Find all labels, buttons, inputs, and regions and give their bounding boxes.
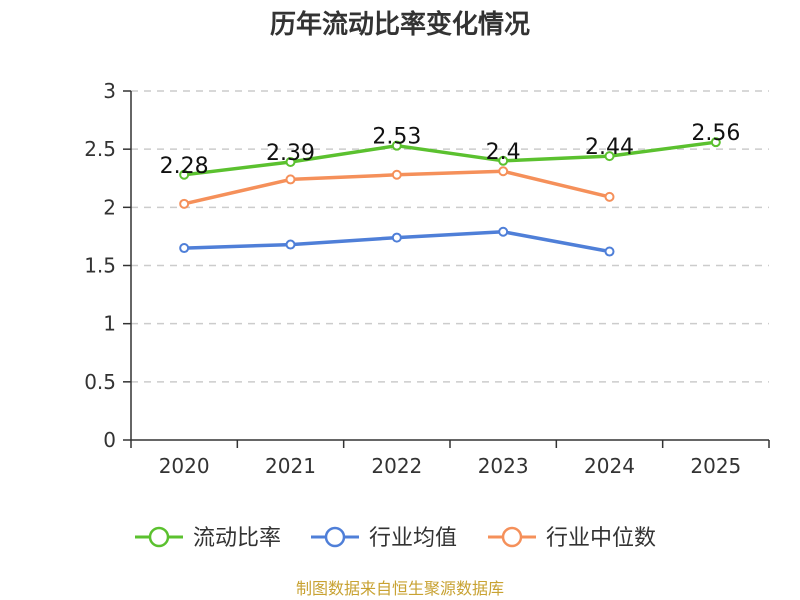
legend-swatch-marker [148,526,170,548]
legend-item-2[interactable]: 行业均值 [311,526,457,551]
data-point [179,198,190,209]
y-tick-label: 1.5 [84,254,116,278]
data-label: 2.53 [372,125,421,150]
y-tick-label: 0 [103,428,116,452]
data-point [391,169,402,180]
data-point [604,191,615,202]
legend-item-3[interactable]: 行业中位数 [488,526,656,551]
legend-swatch-marker [324,526,346,548]
data-point [285,239,296,250]
data-point [285,156,296,167]
x-tick-label: 2024 [584,454,635,478]
y-tick-label: 2.5 [84,137,116,161]
x-tick-label: 2023 [478,454,529,478]
legend-item-1[interactable]: 流动比率 [135,526,281,551]
data-label: 2.44 [585,135,634,160]
y-tick-label: 0.5 [84,370,116,394]
data-point [498,226,509,237]
data-label: 2.28 [160,154,209,179]
x-tick-label: 2021 [265,454,316,478]
legend-label: 行业中位数 [546,526,656,551]
data-point [498,155,509,166]
data-label: 2.4 [486,140,521,165]
y-tick-label: 2 [103,195,116,219]
legend-label: 行业均值 [369,526,457,551]
x-tick-label: 2025 [690,454,741,478]
source-note: 制图数据来自恒生聚源数据库 [296,579,504,598]
chart-title: 历年流动比率变化情况 [270,9,530,40]
data-labels: 2.28 2.39 2.53 2.4 2.44 2.56 [160,121,741,179]
data-point [710,137,721,148]
legend[interactable]: 流动比率 行业均值 行业中位数 [135,526,656,551]
data-point [285,174,296,185]
y-tick-label: 1 [103,312,116,336]
legend-swatch-marker [501,526,523,548]
series-line-1 [182,140,718,177]
data-point [604,246,615,257]
data-label: 2.56 [691,121,740,146]
data-point [179,243,190,254]
grid [131,90,769,383]
data-point [391,140,402,151]
legend-label: 流动比率 [193,526,281,551]
data-label: 2.39 [266,141,315,166]
x-tick-label: 2022 [371,454,422,478]
series-layer [179,137,721,257]
y-tick-label: 3 [103,79,116,103]
x-tick-label: 2020 [159,454,210,478]
data-point [604,151,615,162]
data-point [179,169,190,180]
data-point [391,232,402,243]
data-point [498,166,509,177]
